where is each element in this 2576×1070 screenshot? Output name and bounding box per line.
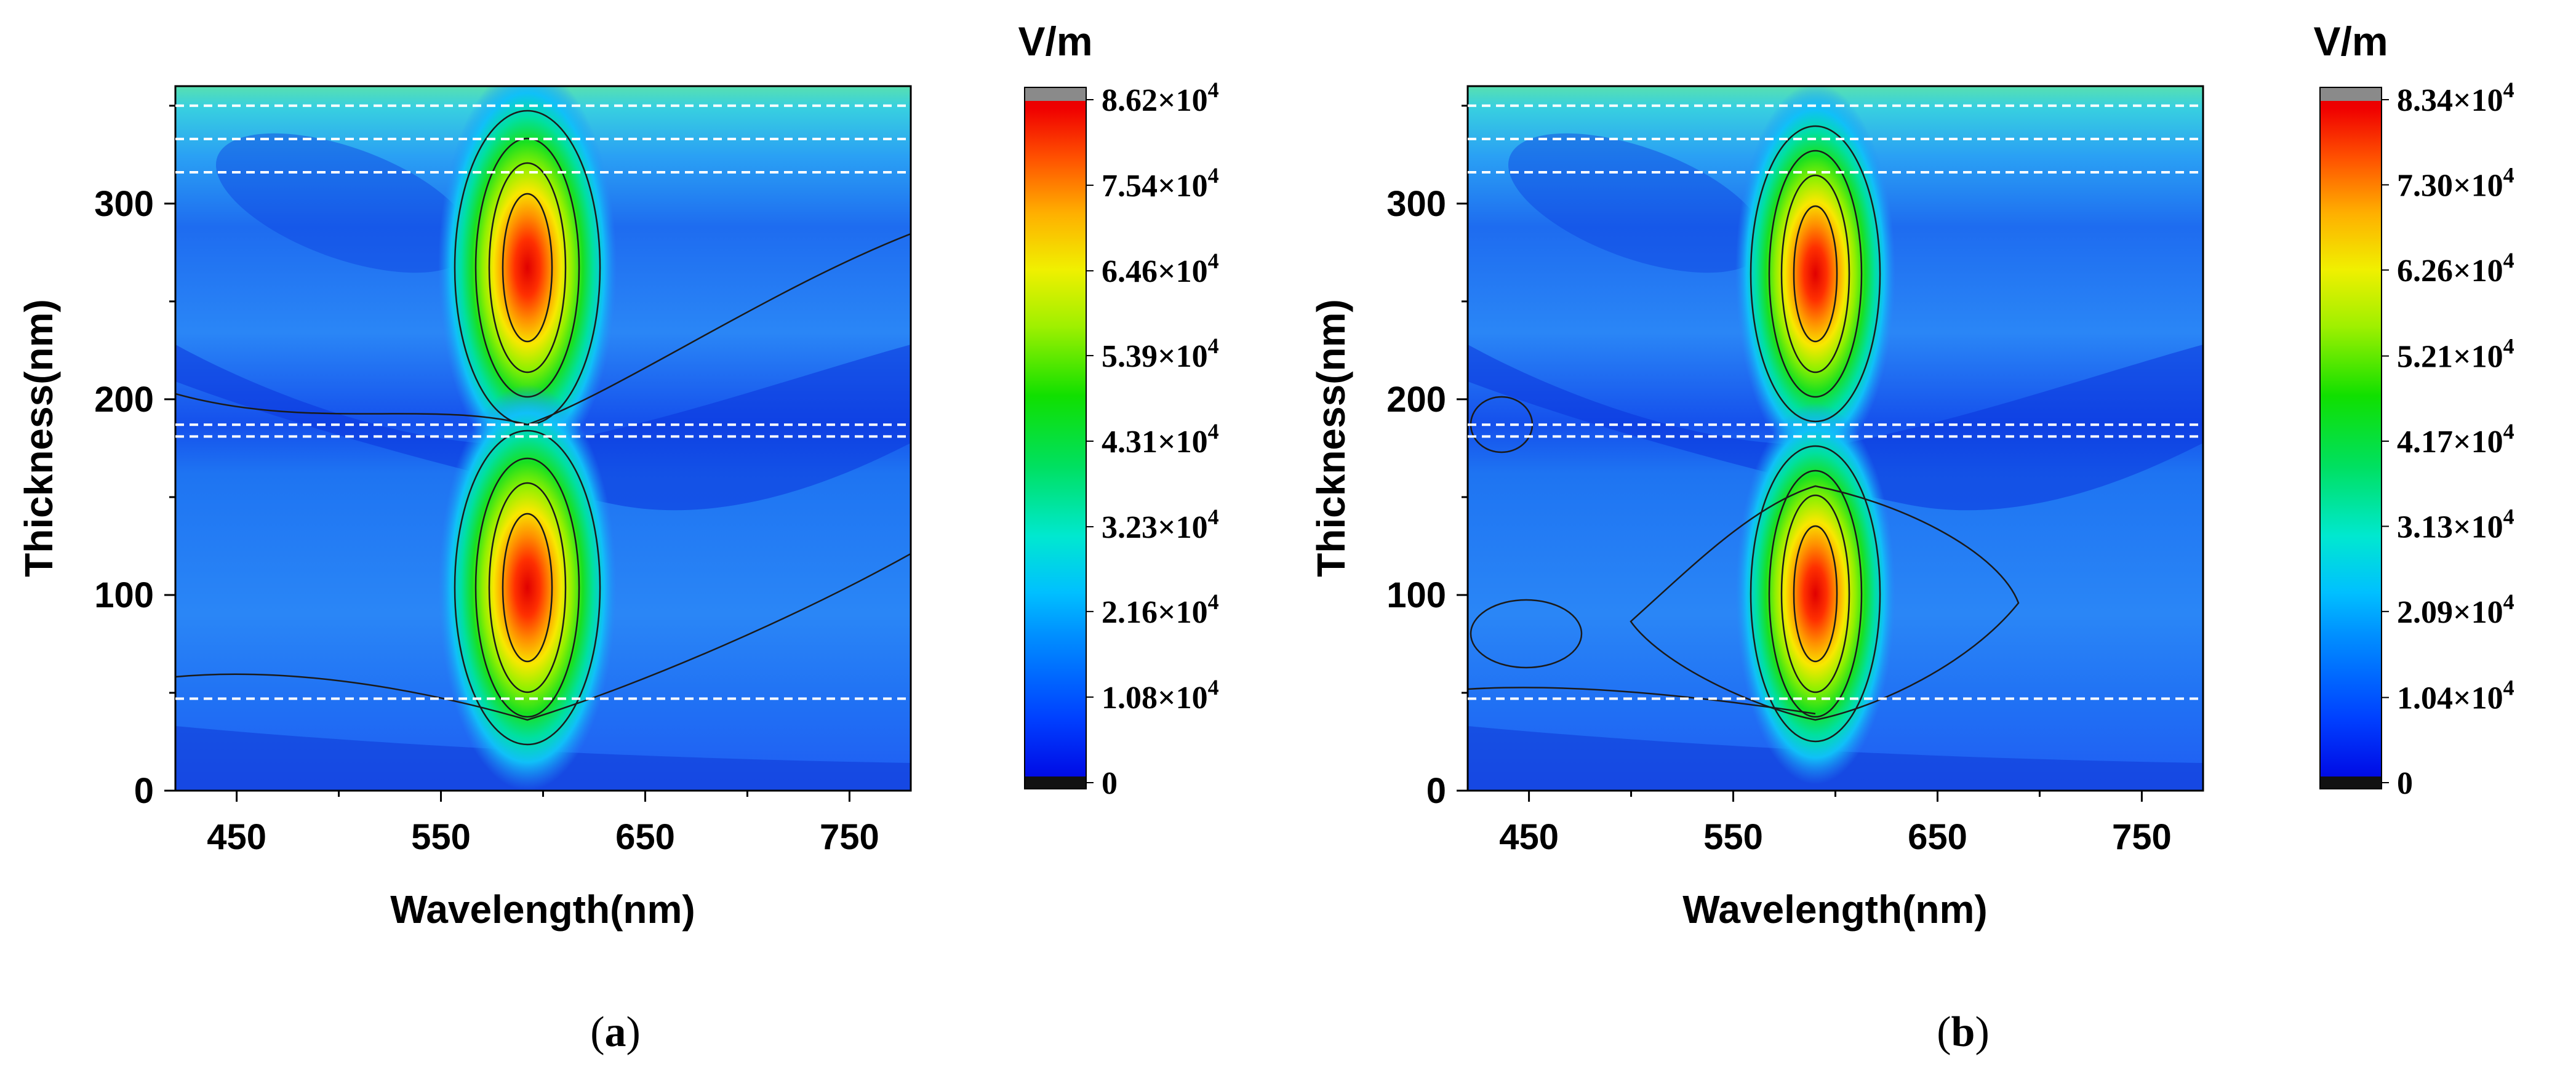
colorbar-unit-b: V/m <box>2313 18 2388 64</box>
panel-label-a: (a) <box>590 1008 641 1056</box>
x-axis-b: 450 550 650 750 <box>1499 791 2172 857</box>
colorbar-b-overflow <box>2320 87 2382 101</box>
colorbar-tick-label: 2.16×104 <box>1102 589 1219 630</box>
x-tick-label: 650 <box>615 817 675 857</box>
colorbar-tick-label: 0 <box>2397 766 2413 801</box>
colorbar-b-frame <box>2319 87 2382 789</box>
colorbar-tick-label: 2.09×104 <box>2397 589 2514 630</box>
colorbar-ticks-b: 0 1.04×104 2.09×104 3.13×104 4.17×104 5.21×10… <box>2382 78 2514 801</box>
y-tick-label: 0 <box>1426 771 1446 811</box>
x-tick-label: 550 <box>1703 817 1763 857</box>
colorbar-a-underflow <box>1025 777 1086 789</box>
colorbar-tick-label: 4.17×104 <box>2397 419 2514 460</box>
hotspot-a-upper <box>438 86 617 471</box>
x-tick-label: 650 <box>1908 817 1967 857</box>
y-tick-label: 0 <box>134 771 154 811</box>
colorbar-tick-label: 6.26×104 <box>2397 248 2514 289</box>
heatmap-a <box>175 86 911 791</box>
panel-a: 450 550 650 750 0 100 200 300 Wavelength(nm) T… <box>17 18 1219 1056</box>
y-tick-label: 100 <box>94 575 154 615</box>
colorbar-tick-label: 8.34×104 <box>2397 78 2514 118</box>
colorbar-tick-label: 1.08×104 <box>1102 675 1219 716</box>
colorbar-ticks-a: 0 1.08×104 2.16×104 3.23×104 4.31×104 5.39×10… <box>1086 78 1219 801</box>
dark-band-b <box>1468 345 2203 511</box>
colorbar-tick-label: 4.31×104 <box>1102 419 1219 460</box>
colorbar-tick-label: 7.30×104 <box>2397 162 2514 203</box>
hotspot-b-lower <box>1735 403 1895 785</box>
x-tick-label: 450 <box>207 817 266 857</box>
panel-label-b: (b) <box>1937 1008 1990 1056</box>
y-axis-b: 0 100 200 300 <box>1386 105 1468 811</box>
contours-a <box>175 110 911 746</box>
colorbar-tick-label: 6.46×104 <box>1102 249 1219 289</box>
dark-band-a <box>175 345 911 511</box>
x-tick-label: 450 <box>1499 817 1559 857</box>
y-axis-label-b: Thickness(nm) <box>1309 299 1353 577</box>
x-tick-label: 750 <box>2112 817 2172 857</box>
hotspot-b-upper <box>1735 86 1895 465</box>
dark-lobe-a <box>215 133 474 273</box>
layer-boundaries-b <box>1468 104 2203 700</box>
colorbar-tick-label: 5.39×104 <box>1102 333 1219 374</box>
heatmap-b <box>1468 86 2203 791</box>
hotspot-a-lower <box>438 385 617 791</box>
y-tick-label: 300 <box>94 184 154 224</box>
y-axis-label-a: Thickness(nm) <box>17 299 61 577</box>
x-tick-label: 550 <box>411 817 471 857</box>
colorbar-tick-label: 0 <box>1102 766 1118 801</box>
colorbar-tick-label: 8.62×104 <box>1102 78 1219 118</box>
y-tick-label: 300 <box>1386 184 1446 224</box>
colorbar-tick-label: 3.23×104 <box>1102 505 1219 545</box>
colorbar-a-frame <box>1024 87 1087 789</box>
colorbar-tick-label: 3.13×104 <box>2397 504 2514 545</box>
x-axis-a: 450 550 650 750 <box>207 791 879 857</box>
y-tick-label: 200 <box>94 380 154 420</box>
colorbar-a <box>1025 87 1086 789</box>
colorbar-a-overflow <box>1025 87 1086 101</box>
colorbar-b-underflow <box>2320 777 2382 789</box>
layer-boundaries-a <box>175 104 911 700</box>
x-tick-label: 750 <box>820 817 879 857</box>
colorbar-tick-label: 5.21×104 <box>2397 334 2514 375</box>
panel-b: 450 550 650 750 0 100 200 300 Wavelength(nm) T… <box>1309 18 2514 1056</box>
colorbar-tick-label: 7.54×104 <box>1102 163 1219 204</box>
y-axis-a: 0 100 200 300 <box>94 105 175 811</box>
colorbar-tick-label: 1.04×104 <box>2397 676 2514 716</box>
colorbar-unit-a: V/m <box>1018 18 1092 64</box>
x-axis-label-a: Wavelength(nm) <box>390 887 695 932</box>
y-tick-label: 100 <box>1386 575 1446 615</box>
x-axis-label-b: Wavelength(nm) <box>1682 887 1987 932</box>
colorbar-b <box>2320 87 2382 789</box>
dark-lobe-b <box>1508 133 1766 273</box>
y-tick-label: 200 <box>1386 380 1446 420</box>
